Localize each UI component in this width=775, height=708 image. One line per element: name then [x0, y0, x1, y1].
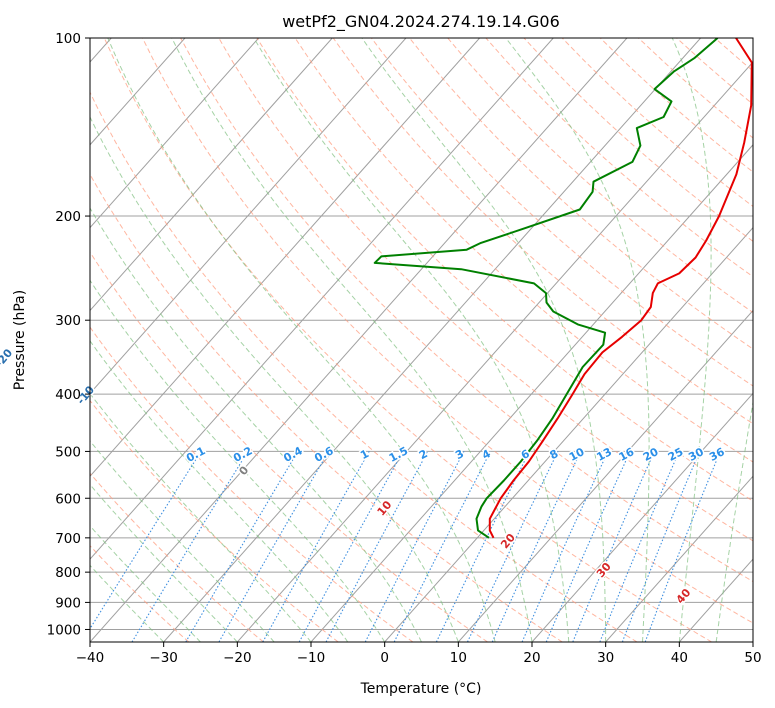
y-tick-label: 300	[55, 313, 81, 329]
y-tick-label: 600	[55, 491, 81, 507]
dry-adiabat	[142, 38, 753, 624]
mixing-ratio-label-text: 20	[641, 445, 661, 464]
moist-adiabat	[253, 38, 570, 642]
x-tick-label: 0	[380, 650, 389, 666]
chart-title: wetPf2_GN04.2024.274.19.14.G06	[282, 12, 560, 32]
mixing-ratio-line	[298, 451, 404, 642]
moist-adiabat	[505, 38, 650, 642]
isotherm	[90, 38, 407, 395]
moist-adiabat	[90, 279, 386, 642]
x-tick-label: 40	[671, 650, 688, 666]
isotherm	[90, 38, 186, 146]
mixing-ratio-line	[131, 451, 249, 642]
mixing-ratio-label-text: 25	[666, 445, 686, 464]
y-tick-label: 800	[55, 565, 81, 581]
mixing-ratio-label-text: 16	[617, 445, 637, 464]
mixing-ratio-line	[644, 451, 721, 642]
dry-adiabat	[90, 399, 339, 642]
isotherm	[90, 38, 259, 229]
mixing-ratio-label-text: 13	[594, 445, 614, 464]
dry-adiabat	[90, 472, 264, 642]
x-tick-label: 30	[597, 650, 614, 666]
y-tick-label: 500	[55, 444, 81, 460]
mixing-ratio-line	[621, 451, 701, 642]
mixing-ratio-line	[262, 451, 370, 642]
y-tick-label: 700	[55, 531, 81, 547]
profile-lines	[373, 38, 753, 539]
y-tick-label: 100	[55, 31, 81, 47]
moist-adiabat	[90, 440, 275, 642]
dewpoint-profile	[373, 38, 719, 539]
y-tick-label: 400	[55, 387, 81, 403]
x-tick-label: −20	[223, 650, 252, 666]
plot-frame	[89, 37, 754, 643]
x-tick-label: −40	[76, 650, 105, 666]
isotherm	[90, 38, 480, 478]
moist-adiabat	[90, 115, 459, 642]
isotherm	[605, 475, 753, 642]
mixing-ratio-line	[90, 451, 202, 630]
x-tick-label: 10	[450, 650, 467, 666]
dry-adiabat	[90, 173, 563, 642]
y-axis-label: Pressure (hPa)	[12, 290, 28, 390]
mixing-ratio-label-text: 36	[707, 445, 727, 464]
mixing-ratio-line	[545, 451, 631, 642]
moist-adiabat	[671, 38, 712, 642]
dry-adiabat	[180, 38, 753, 583]
dry-adiabat	[256, 38, 753, 502]
x-tick-label: 20	[523, 650, 540, 666]
isotherm	[90, 38, 333, 312]
x-tick-label: −10	[297, 650, 326, 666]
mixing-ratio-line	[466, 451, 559, 642]
mixing-ratio-line	[599, 451, 680, 642]
isotherm	[384, 226, 753, 642]
mixing-ratio-line	[491, 451, 582, 642]
isotherm	[310, 144, 753, 642]
isotherm	[457, 309, 753, 642]
isotherm	[236, 61, 753, 642]
mixing-ratio-line	[521, 451, 609, 642]
mixing-ratio-line	[325, 451, 429, 642]
x-tick-label: −30	[149, 650, 178, 666]
mixing-ratio-line	[364, 451, 465, 642]
mixing-ratio-line	[572, 451, 655, 642]
isotherm	[163, 38, 701, 642]
x-tick-label: 50	[744, 650, 761, 666]
dry-adiabat	[90, 91, 638, 642]
x-axis-label: Temperature (°C)	[360, 681, 482, 697]
mixing-ratio-label-text: 10	[567, 445, 587, 464]
dry-adiabat	[90, 251, 488, 642]
moist-adiabat	[90, 564, 165, 642]
moist-adiabat	[715, 399, 753, 642]
axes: −40 −30 −20 −10 0 10 20 30 40 50 100 200 300 400 500 60…	[47, 31, 762, 666]
dry-adiabat	[371, 38, 753, 387]
mixing-ratio-label-text: 30	[686, 445, 706, 464]
moist-adiabat	[90, 207, 422, 642]
mixing-ratio-line	[393, 451, 492, 642]
moist-adiabat	[107, 38, 496, 642]
mixing-ratio-line	[435, 451, 530, 642]
moist-adiabat	[90, 525, 201, 642]
moist-adiabat	[90, 483, 238, 642]
dry-adiabat	[90, 326, 414, 642]
y-tick-label: 900	[55, 595, 81, 611]
moist-adiabat	[171, 38, 533, 642]
moist-adiabat	[90, 392, 312, 642]
y-tick-label: 200	[55, 209, 81, 225]
moist-adiabat	[361, 38, 607, 642]
isotherm	[531, 392, 753, 642]
dry-adiabat	[294, 38, 753, 463]
temperature-profile	[488, 38, 753, 539]
isotherm	[90, 38, 554, 560]
y-tick-label: 1000	[47, 622, 81, 638]
dry-adiabat	[103, 38, 712, 642]
